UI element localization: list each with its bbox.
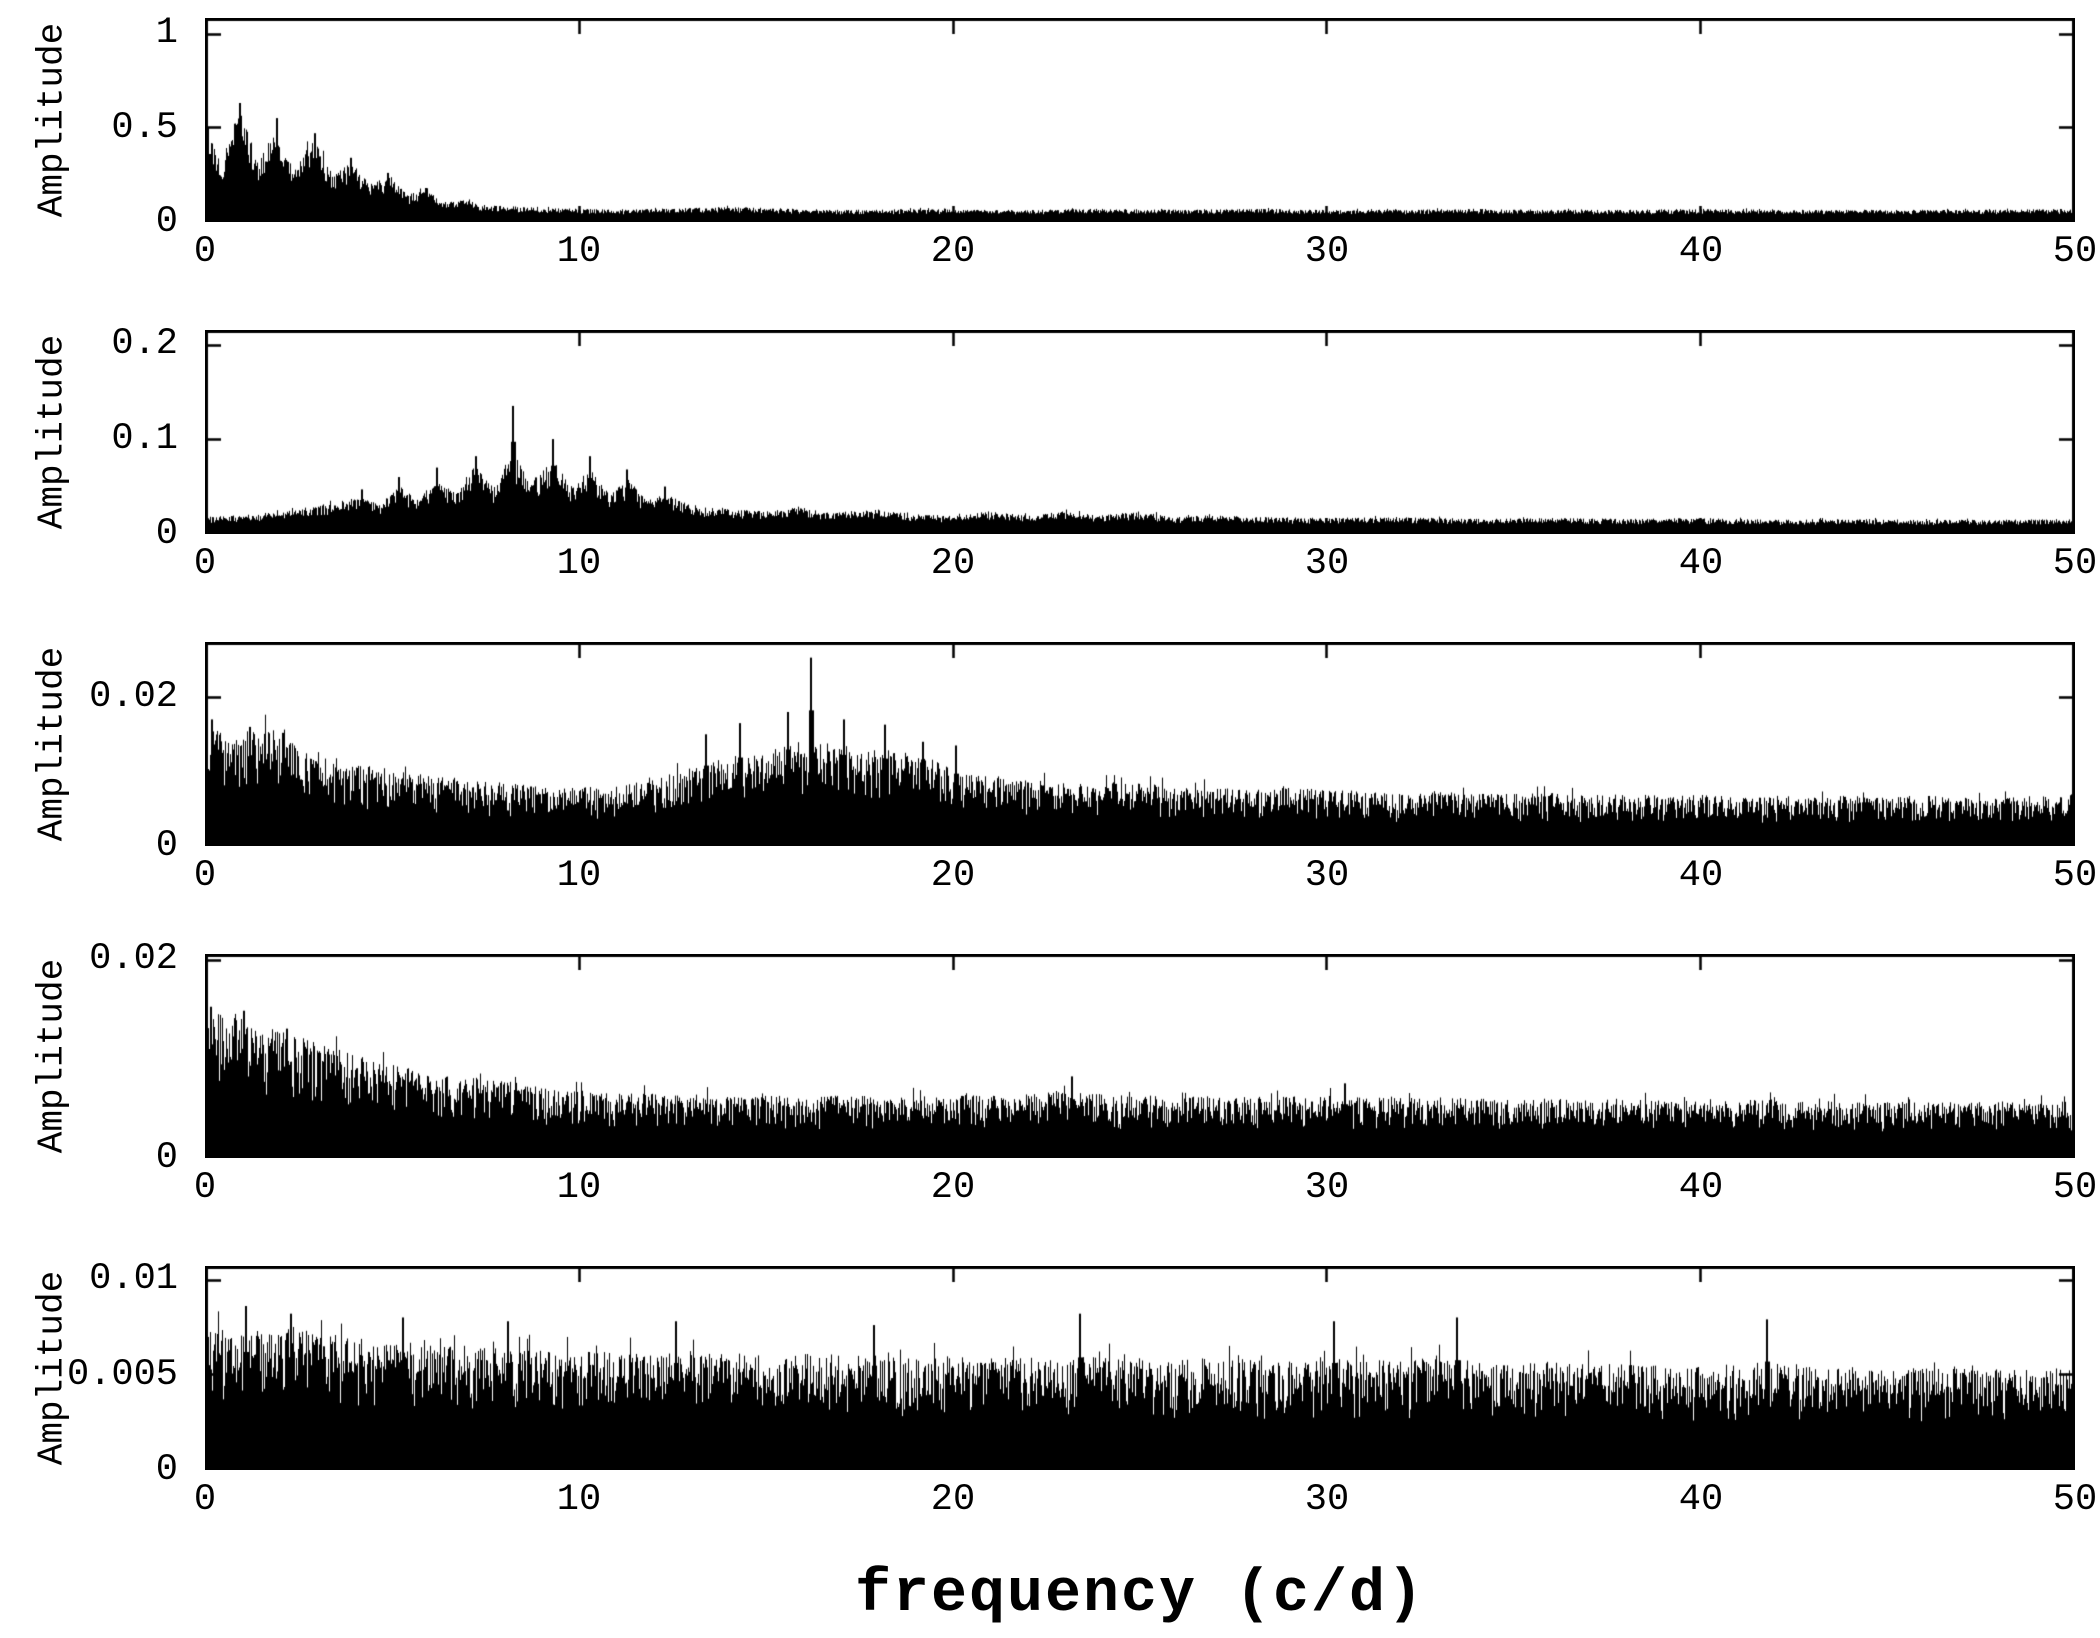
x-tick-label: 20 bbox=[930, 231, 976, 273]
y-tick-label: 0.5 bbox=[111, 106, 178, 149]
spectrum-plot-2 bbox=[205, 330, 2075, 534]
x-tick-label: 0 bbox=[193, 1167, 217, 1209]
x-axis-label: frequency (c/d) bbox=[854, 1561, 1426, 1629]
x-tick-label: 10 bbox=[556, 1479, 602, 1521]
spectrum-plot-3 bbox=[205, 642, 2075, 846]
x-tick-label: 0 bbox=[193, 1479, 217, 1521]
spectrum-plot-5 bbox=[205, 1266, 2075, 1470]
y-tick-label: 0 bbox=[155, 513, 178, 555]
spectrum-panel-5: Amplitude 0 0.005 0.01 0 10 20 30 40 50 bbox=[0, 1248, 2100, 1560]
y-tick-label: 0.005 bbox=[66, 1353, 178, 1396]
x-tick-label: 10 bbox=[556, 543, 602, 585]
x-tick-label: 40 bbox=[1678, 543, 1724, 585]
x-tick-label: 50 bbox=[2052, 855, 2098, 897]
x-tick-label: 40 bbox=[1678, 855, 1724, 897]
y-axis-label: Amplitude bbox=[31, 958, 73, 1154]
y-tick-label: 0.02 bbox=[89, 676, 178, 719]
x-tick-label: 20 bbox=[930, 855, 976, 897]
x-tick-label: 50 bbox=[2052, 231, 2098, 273]
x-tick-label: 30 bbox=[1304, 543, 1350, 585]
x-tick-label: 50 bbox=[2052, 1479, 2098, 1521]
y-tick-label: 0 bbox=[155, 1449, 178, 1491]
spectrum-panel-3: Amplitude 0 0.02 0 10 20 30 40 50 bbox=[0, 624, 2100, 936]
x-tick-label: 20 bbox=[930, 543, 976, 585]
x-tick-label: 20 bbox=[930, 1167, 976, 1209]
x-tick-label: 10 bbox=[556, 231, 602, 273]
x-tick-label: 0 bbox=[193, 855, 217, 897]
y-tick-label: 0 bbox=[155, 825, 178, 867]
x-tick-label: 40 bbox=[1678, 231, 1724, 273]
x-tick-label: 50 bbox=[2052, 1167, 2098, 1209]
y-tick-label: 0.1 bbox=[111, 418, 178, 461]
x-tick-label: 0 bbox=[193, 543, 217, 585]
y-tick-label: 0.01 bbox=[89, 1258, 178, 1301]
x-tick-label: 50 bbox=[2052, 543, 2098, 585]
y-tick-label: 0 bbox=[155, 201, 178, 243]
spectrum-panel-1: Amplitude 0 0.5 1 0 10 20 30 40 50 bbox=[0, 0, 2100, 312]
x-tick-label: 40 bbox=[1678, 1167, 1724, 1209]
y-tick-label: 0.02 bbox=[89, 937, 178, 980]
x-tick-label: 40 bbox=[1678, 1479, 1724, 1521]
x-tick-label: 10 bbox=[556, 1167, 602, 1209]
spectrum-panel-2: Amplitude 0 0.1 0.2 0 10 20 30 40 50 bbox=[0, 312, 2100, 624]
figure-panels: Amplitude 0 0.5 1 0 10 20 30 40 50 Amplitude 0 0.1 0.… bbox=[0, 0, 2100, 1560]
x-tick-label: 30 bbox=[1304, 855, 1350, 897]
y-tick-label: 0.2 bbox=[111, 323, 178, 366]
y-tick-label: 0 bbox=[155, 1137, 178, 1179]
x-tick-label: 30 bbox=[1304, 231, 1350, 273]
x-tick-label: 30 bbox=[1304, 1479, 1350, 1521]
y-tick-label: 1 bbox=[155, 12, 178, 55]
spectrum-plot-4 bbox=[205, 954, 2075, 1158]
x-tick-label: 10 bbox=[556, 855, 602, 897]
x-tick-label: 30 bbox=[1304, 1167, 1350, 1209]
x-tick-label: 20 bbox=[930, 1479, 976, 1521]
x-tick-label: 0 bbox=[193, 231, 217, 273]
spectrum-plot-1 bbox=[205, 18, 2075, 222]
spectrum-panel-4: Amplitude 0 0.02 0 10 20 30 40 50 bbox=[0, 936, 2100, 1248]
